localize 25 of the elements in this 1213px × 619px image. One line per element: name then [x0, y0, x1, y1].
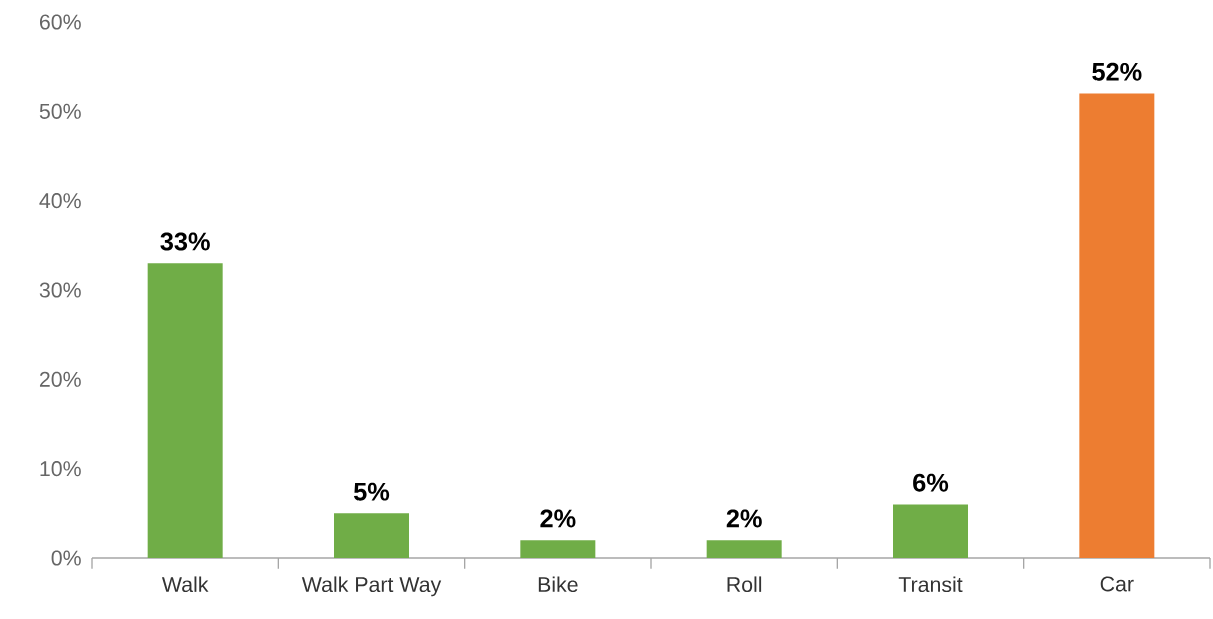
bar	[520, 540, 596, 558]
bar	[334, 513, 409, 558]
bar	[893, 504, 968, 558]
bar	[1079, 93, 1155, 558]
y-tick-label: 10%	[40, 461, 81, 477]
data-label: 5%	[353, 482, 390, 501]
x-tick-label: Transit	[898, 576, 963, 593]
y-tick-label: 20%	[39, 371, 81, 387]
x-tick-label: Walk	[161, 576, 209, 593]
bar	[706, 540, 782, 558]
y-tick-label: 0%	[51, 550, 81, 566]
y-tick-label: 60%	[39, 14, 81, 30]
bar	[147, 263, 223, 558]
data-label: 2%	[540, 509, 576, 528]
x-tick-label: Roll	[727, 576, 762, 593]
x-tick-label: Bike	[538, 576, 578, 593]
x-tick-label: Car	[1100, 576, 1134, 592]
y-tick-label: 40%	[39, 193, 81, 209]
data-label: 33%	[160, 232, 210, 251]
data-label: 52%	[1092, 62, 1142, 81]
data-label: 6%	[913, 473, 949, 492]
data-label: 2%	[726, 509, 762, 528]
y-tick-label: 30%	[39, 282, 81, 298]
x-tick-label: Walk Part Way	[301, 576, 442, 597]
y-tick-label: 50%	[39, 103, 81, 119]
